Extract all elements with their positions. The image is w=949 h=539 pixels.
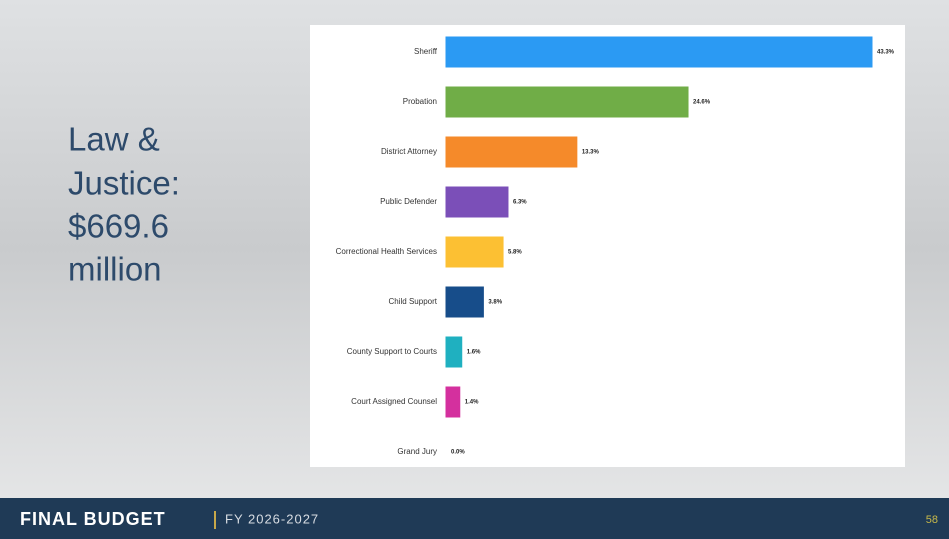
footer-title: FINAL BUDGET [20, 509, 166, 529]
bar [446, 87, 688, 117]
category-label: County Support to Courts [347, 347, 437, 356]
bar [446, 237, 503, 267]
category-label: District Attorney [381, 147, 437, 156]
category-label: Child Support [389, 297, 438, 306]
heading-line: Justice: [68, 165, 180, 202]
category-label: Grand Jury [397, 447, 437, 456]
bar [446, 37, 872, 67]
heading-line: Law & [68, 121, 160, 158]
value-label: 6.3% [513, 200, 527, 206]
value-label: 1.4% [465, 400, 479, 406]
slide: Law & Justice: $669.6 million FINAL BUDG… [0, 0, 949, 539]
bar [446, 137, 577, 167]
value-label: 3.8% [488, 300, 502, 306]
value-label: 13.3% [582, 150, 600, 156]
heading-line: million [68, 251, 162, 288]
value-label: 24.6% [693, 100, 711, 106]
value-label: 0.0% [451, 450, 465, 456]
footer-subtitle: FY 2026-2027 [225, 511, 319, 526]
heading-line: $669.6 [68, 208, 169, 245]
bar [446, 287, 483, 317]
category-label: Correctional Health Services [336, 247, 437, 256]
category-label: Court Assigned Counsel [351, 397, 437, 406]
bar [446, 337, 462, 367]
page: Law & Justice: $669.6 million FINAL BUDG… [0, 0, 949, 539]
category-label: Probation [403, 97, 437, 106]
page-number: 58 [926, 514, 938, 526]
value-label: 1.6% [467, 350, 481, 356]
bar [446, 187, 508, 217]
category-label: Public Defender [380, 197, 437, 206]
category-label: Sheriff [414, 47, 438, 56]
value-label: 5.8% [508, 250, 522, 256]
value-label: 43.3% [877, 50, 895, 56]
bar [446, 387, 460, 417]
